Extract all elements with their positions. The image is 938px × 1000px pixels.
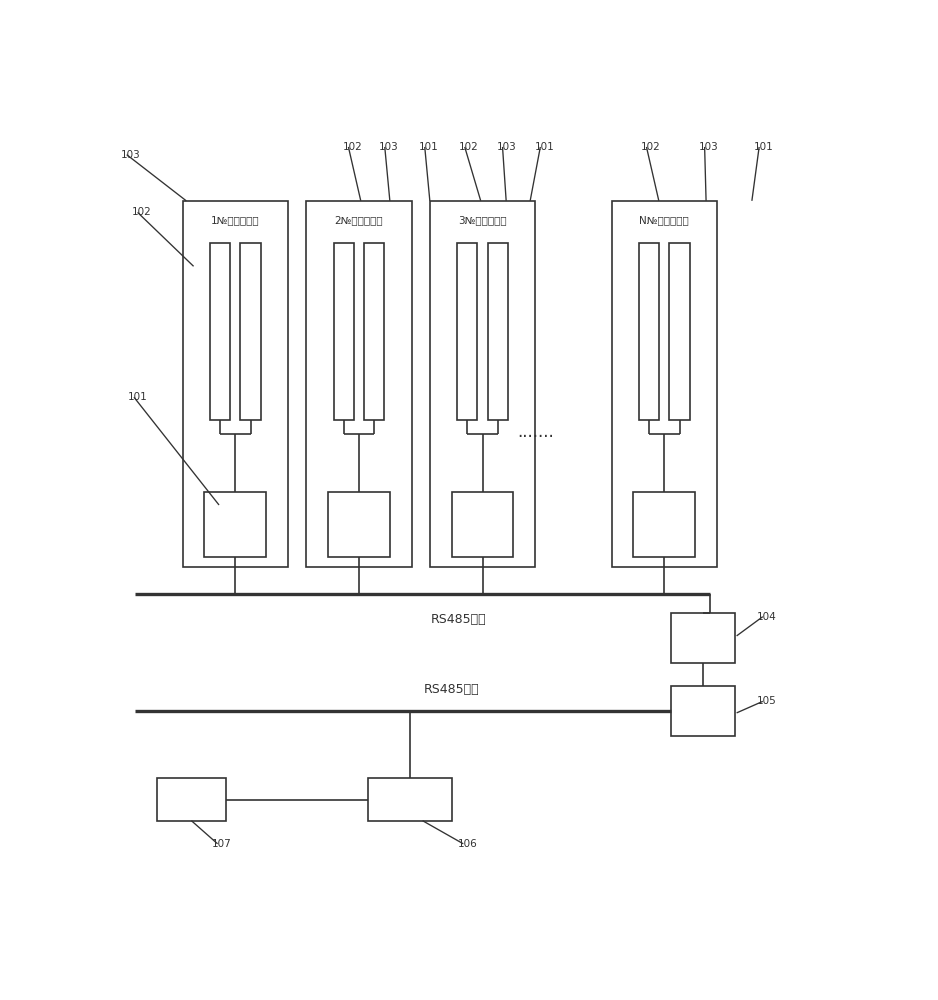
Bar — [240, 243, 261, 420]
Bar — [204, 492, 266, 557]
Bar — [368, 778, 451, 821]
Text: N№高压开关柜: N№高压开关柜 — [640, 215, 689, 225]
Text: 101: 101 — [129, 392, 148, 402]
Bar — [672, 613, 735, 663]
Bar — [158, 778, 226, 821]
Bar — [451, 492, 513, 557]
Bar — [672, 686, 735, 736]
Text: 103: 103 — [497, 142, 517, 152]
Bar — [639, 243, 659, 420]
Bar — [306, 201, 412, 567]
Text: RS485总线: RS485总线 — [431, 613, 487, 626]
Bar — [210, 243, 231, 420]
Bar — [633, 492, 695, 557]
Bar — [334, 243, 354, 420]
Text: 3№高压开关柜: 3№高压开关柜 — [459, 215, 507, 225]
Text: 104: 104 — [757, 612, 777, 622]
Bar — [183, 201, 288, 567]
Bar — [612, 201, 717, 567]
Text: 2№高压开关柜: 2№高压开关柜 — [335, 215, 384, 225]
Text: RS485总线: RS485总线 — [424, 683, 479, 696]
Text: 101: 101 — [535, 142, 554, 152]
Text: 106: 106 — [458, 839, 477, 849]
Text: 105: 105 — [757, 696, 777, 706]
Text: 101: 101 — [753, 142, 773, 152]
Bar — [430, 201, 536, 567]
Text: 107: 107 — [212, 839, 232, 849]
Bar — [670, 243, 689, 420]
Text: .......: ....... — [517, 423, 553, 441]
Text: 102: 102 — [641, 142, 660, 152]
Text: 102: 102 — [342, 142, 362, 152]
Bar — [457, 243, 477, 420]
Text: 101: 101 — [419, 142, 439, 152]
Text: 102: 102 — [459, 142, 478, 152]
Bar — [364, 243, 385, 420]
Text: 102: 102 — [131, 207, 152, 217]
Text: 1№高压开关柜: 1№高压开关柜 — [211, 215, 260, 225]
Text: 103: 103 — [699, 142, 719, 152]
Text: 103: 103 — [379, 142, 399, 152]
Text: 103: 103 — [121, 150, 141, 160]
Bar — [488, 243, 508, 420]
Bar — [328, 492, 390, 557]
